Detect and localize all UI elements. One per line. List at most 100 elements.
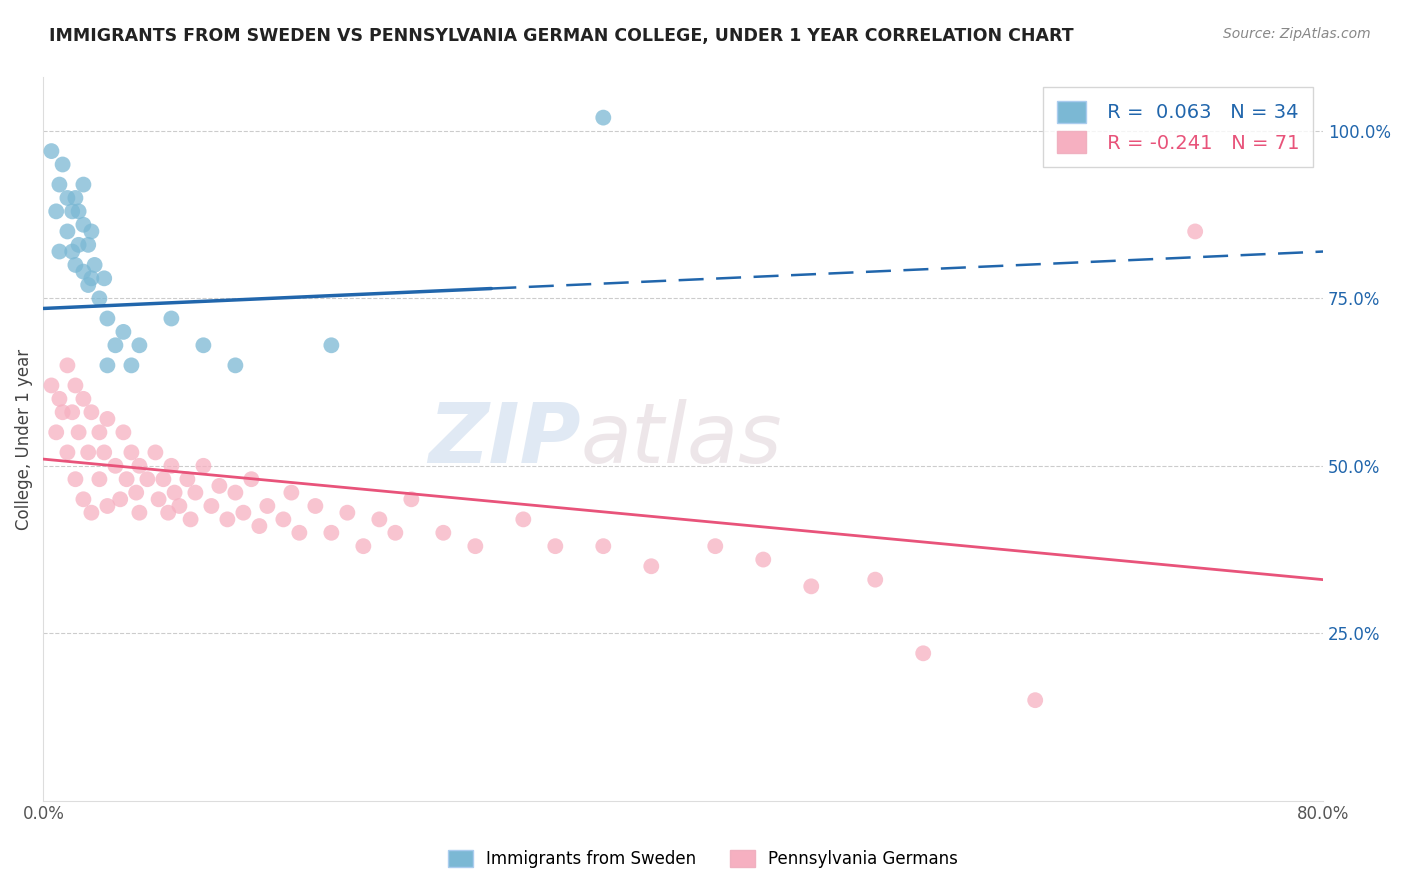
Point [77,445,100,459]
Point [112,425,135,440]
Point [280,485,302,500]
Point [384,525,406,540]
Point [368,512,391,526]
Point [65,191,87,205]
Point [208,479,231,493]
Point [89,425,111,440]
Point [48,392,70,406]
Point [148,492,170,507]
Point [128,338,150,352]
Point [96,311,118,326]
Point [157,506,180,520]
Point [65,258,87,272]
Point [512,512,534,526]
Point [432,525,454,540]
Point [52,405,75,419]
Point [800,579,823,593]
Point [176,472,198,486]
Point [65,472,87,486]
Point [640,559,662,574]
Point [48,178,70,192]
Point [72,178,94,192]
Point [52,157,75,171]
Point [1024,693,1046,707]
Point [80,224,103,238]
Point [321,525,343,540]
Point [115,472,138,486]
Point [217,512,239,526]
Point [89,472,111,486]
Point [80,506,103,520]
Point [80,271,103,285]
Point [464,539,486,553]
Point [56,359,79,373]
Point [247,519,270,533]
Point [96,412,118,426]
Point [45,425,67,440]
Y-axis label: College, Under 1 year: College, Under 1 year [15,349,32,530]
Point [96,359,118,373]
Point [180,512,202,526]
Point [193,338,215,352]
Point [128,458,150,473]
Point [125,485,148,500]
Point [152,472,174,486]
Point [232,506,254,520]
Point [184,485,207,500]
Point [45,204,67,219]
Legend:  R =  0.063   N = 34,  R = -0.241   N = 71: R = 0.063 N = 34, R = -0.241 N = 71 [1043,87,1313,167]
Text: ZIP: ZIP [429,399,581,480]
Point [60,244,83,259]
Point [120,359,142,373]
Point [544,539,567,553]
Point [136,472,159,486]
Point [128,506,150,520]
Point [72,265,94,279]
Point [193,458,215,473]
Point [104,458,127,473]
Point [56,224,79,238]
Point [352,539,374,553]
Point [80,405,103,419]
Text: IMMIGRANTS FROM SWEDEN VS PENNSYLVANIA GERMAN COLLEGE, UNDER 1 YEAR CORRELATION : IMMIGRANTS FROM SWEDEN VS PENNSYLVANIA G… [49,27,1074,45]
Point [93,271,115,285]
Point [67,425,90,440]
Point [56,445,79,459]
Point [1184,224,1206,238]
Point [41,378,63,392]
Point [912,646,935,660]
Text: Source: ZipAtlas.com: Source: ZipAtlas.com [1223,27,1371,41]
Point [865,573,887,587]
Point [592,539,614,553]
Point [89,292,111,306]
Text: atlas: atlas [581,399,783,480]
Point [240,472,263,486]
Point [108,492,131,507]
Point [160,311,183,326]
Point [48,244,70,259]
Point [163,485,186,500]
Point [65,378,87,392]
Point [224,485,246,500]
Point [41,144,63,158]
Point [56,191,79,205]
Point [200,499,222,513]
Point [67,237,90,252]
Point [401,492,423,507]
Point [72,492,94,507]
Point [224,359,246,373]
Point [273,512,295,526]
Point [304,499,326,513]
Point [112,325,135,339]
Point [77,278,100,293]
Point [60,405,83,419]
Point [256,499,278,513]
Point [321,338,343,352]
Point [60,204,83,219]
Point [96,499,118,513]
Point [83,258,105,272]
Point [592,111,614,125]
Point [169,499,191,513]
Point [77,237,100,252]
Point [72,218,94,232]
